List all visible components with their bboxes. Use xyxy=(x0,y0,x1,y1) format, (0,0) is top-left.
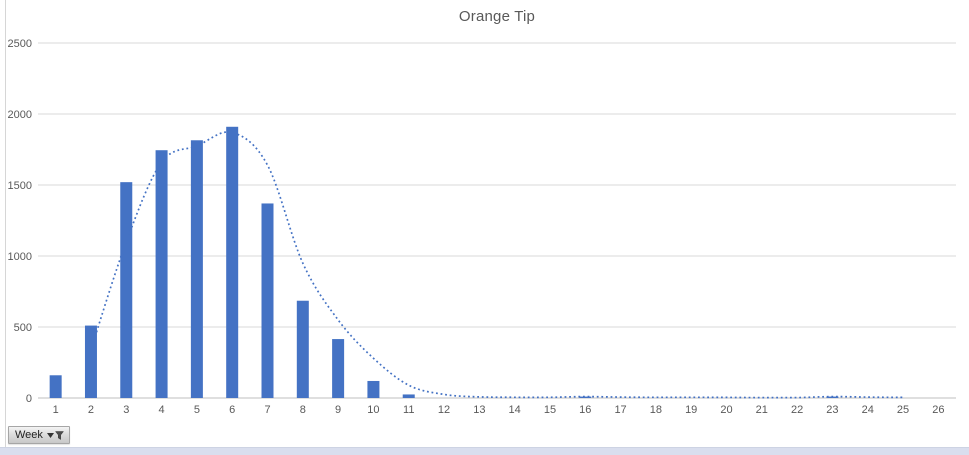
x-tick-label: 9 xyxy=(335,404,341,416)
x-tick-label: 4 xyxy=(159,404,165,416)
x-tick-label: 1 xyxy=(53,404,59,416)
y-tick-label: 1500 xyxy=(8,180,32,192)
y-tick-label: 0 xyxy=(26,393,32,405)
worksheet-row[interactable] xyxy=(0,447,969,455)
bar-week-16[interactable] xyxy=(579,396,592,398)
x-tick-label: 15 xyxy=(544,404,556,416)
chart-title: Orange Tip xyxy=(458,8,536,25)
x-tick-label: 7 xyxy=(264,404,270,416)
bar-week-1[interactable] xyxy=(49,375,62,398)
x-tick-label: 24 xyxy=(862,404,874,416)
funnel-icon xyxy=(54,430,64,440)
x-tick-label: 23 xyxy=(826,404,838,416)
x-tick-label: 5 xyxy=(194,404,200,416)
y-tick-label: 2000 xyxy=(8,109,32,121)
y-tick-label: 500 xyxy=(14,322,32,334)
x-tick-label: 8 xyxy=(300,404,306,416)
x-tick-label: 26 xyxy=(932,404,944,416)
bar-week-4[interactable] xyxy=(155,150,168,398)
y-tick-label: 2500 xyxy=(8,38,32,50)
field-button-label: Week xyxy=(15,428,43,441)
x-tick-label: 19 xyxy=(685,404,697,416)
x-tick-label: 14 xyxy=(509,404,521,416)
x-tick-label: 20 xyxy=(720,404,732,416)
week-field-filter-button[interactable]: Week xyxy=(8,426,70,444)
y-tick-label: 1000 xyxy=(8,251,32,263)
x-tick-label: 21 xyxy=(756,404,768,416)
x-tick-label: 25 xyxy=(897,404,909,416)
bar-week-5[interactable] xyxy=(190,140,203,398)
worksheet-gridline xyxy=(5,0,6,447)
bar-week-2[interactable] xyxy=(84,325,97,398)
trend-line[interactable] xyxy=(90,131,904,399)
x-tick-label: 3 xyxy=(123,404,129,416)
bar-week-9[interactable] xyxy=(332,339,345,398)
x-tick-label: 6 xyxy=(229,404,235,416)
x-tick-label: 16 xyxy=(579,404,591,416)
x-tick-label: 11 xyxy=(403,404,414,416)
x-tick-label: 22 xyxy=(791,404,803,416)
x-tick-label: 13 xyxy=(473,404,485,416)
bar-week-11[interactable] xyxy=(402,394,415,398)
x-tick-label: 10 xyxy=(367,404,379,416)
filter-dropdown-icon xyxy=(46,430,64,440)
x-tick-label: 18 xyxy=(650,404,662,416)
bar-week-6[interactable] xyxy=(226,126,239,398)
bar-week-3[interactable] xyxy=(120,182,133,398)
x-tick-label: 12 xyxy=(438,404,450,416)
bar-week-8[interactable] xyxy=(296,300,309,398)
chevron-down-icon xyxy=(46,432,54,438)
x-tick-label: 2 xyxy=(88,404,94,416)
x-tick-label: 17 xyxy=(614,404,626,416)
bar-week-10[interactable] xyxy=(367,380,380,398)
bar-week-7[interactable] xyxy=(261,203,274,398)
